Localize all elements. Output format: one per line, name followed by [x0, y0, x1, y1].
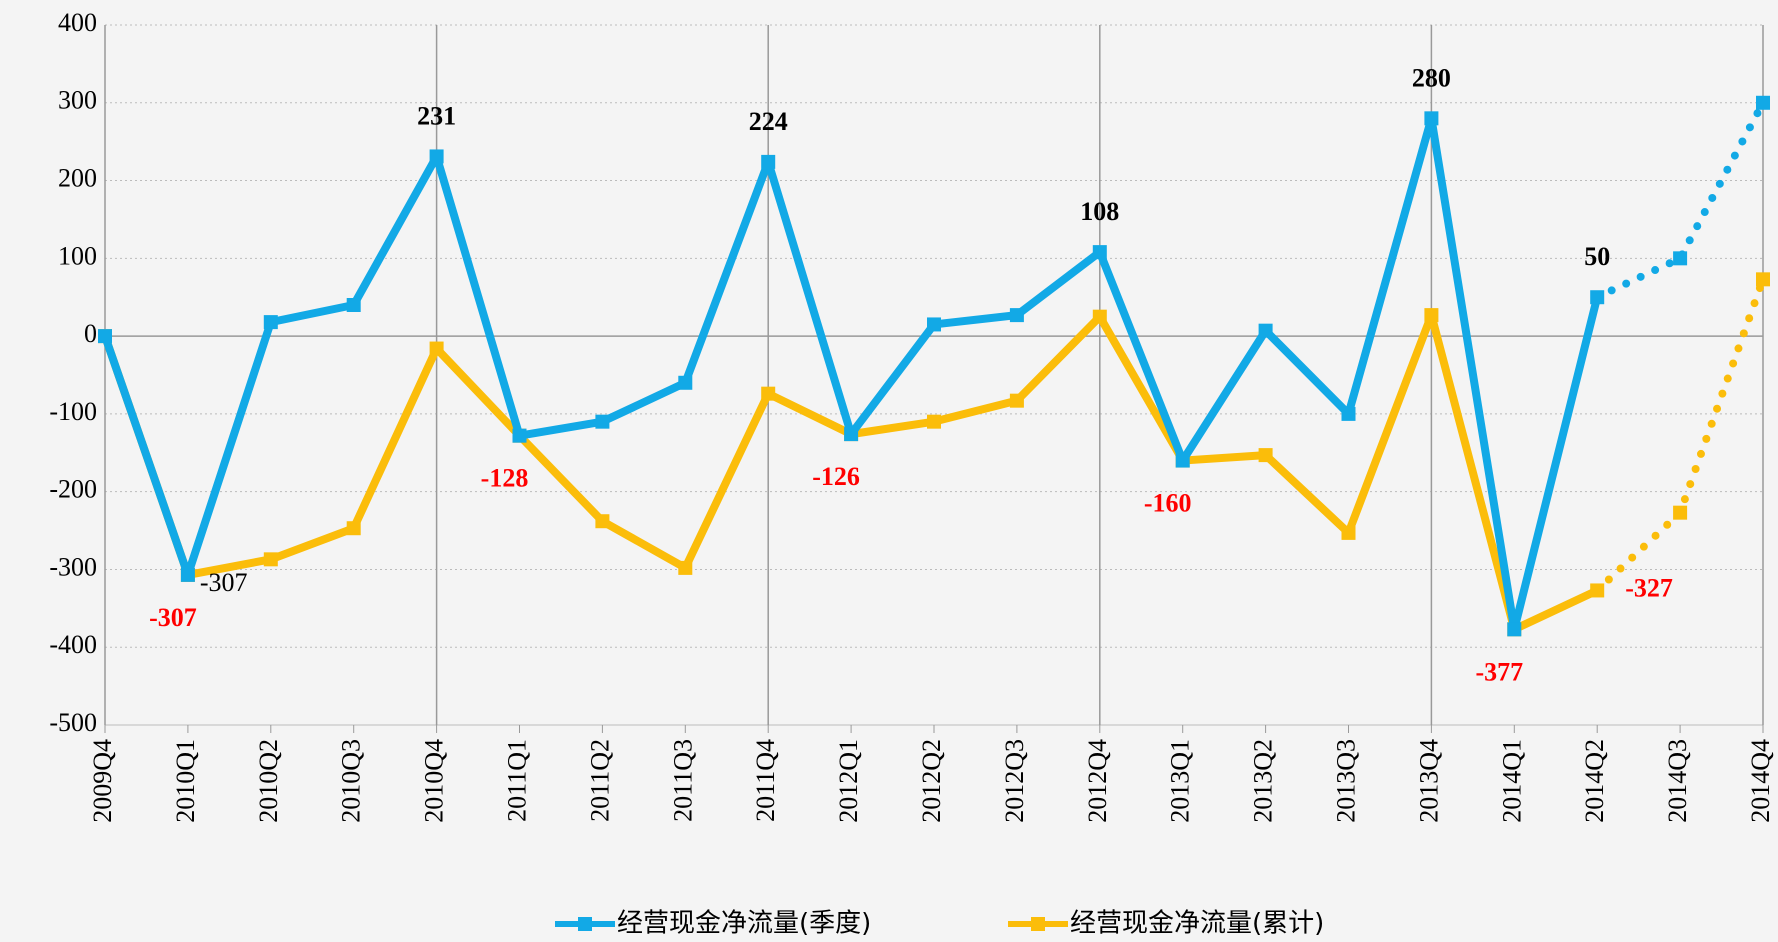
point-marker: [1590, 290, 1605, 305]
point-marker: [1507, 622, 1522, 637]
point-marker: [1424, 308, 1439, 323]
data-label: -126: [812, 462, 860, 491]
x-tick-label: 2014Q2: [1580, 739, 1609, 823]
x-tick-label: 2013Q1: [1166, 739, 1195, 823]
point-marker: [1424, 111, 1439, 126]
x-tick-label: 2013Q2: [1249, 739, 1278, 823]
legend-label: 经营现金净流量(累计): [1070, 909, 1324, 939]
point-marker: [1756, 272, 1770, 287]
point-marker: [263, 552, 278, 567]
point-marker: [678, 560, 693, 575]
y-tick-label: 100: [58, 241, 97, 270]
legend-label: 经营现金净流量(季度): [617, 909, 871, 939]
data-label: -377: [1475, 657, 1523, 686]
data-label: -160: [1144, 489, 1192, 518]
x-tick-label: 2010Q2: [254, 739, 283, 823]
point-marker: [512, 428, 527, 443]
data-label: 224: [749, 107, 788, 136]
x-tick-label: 2010Q3: [337, 739, 366, 823]
x-tick-label: 2012Q4: [1083, 739, 1112, 823]
y-tick-label: -200: [49, 475, 97, 504]
x-tick-label: 2012Q3: [1000, 739, 1029, 823]
point-marker: [1590, 583, 1605, 598]
point-marker: [927, 317, 941, 332]
point-marker: [1341, 525, 1356, 540]
series-line-forecast: [1593, 98, 1767, 302]
point-marker: [429, 341, 444, 356]
point-marker: [346, 298, 361, 312]
y-tick-label: -100: [49, 397, 97, 426]
point-marker: [1341, 406, 1356, 421]
x-tick-label: 2010Q1: [171, 739, 200, 823]
x-tick-label: 2012Q2: [917, 739, 946, 823]
x-tick-label: 2012Q1: [834, 739, 863, 823]
data-label: 108: [1080, 197, 1119, 226]
point-marker: [761, 154, 776, 169]
y-tick-label: 0: [84, 319, 97, 348]
point-marker: [595, 514, 610, 529]
y-tick-label: 300: [58, 86, 97, 115]
data-label: -307: [149, 603, 197, 632]
y-tick-label: -400: [49, 630, 97, 659]
point-marker: [761, 386, 776, 401]
point-marker: [263, 315, 278, 330]
point-marker: [595, 414, 610, 429]
point-marker: [1673, 251, 1688, 266]
point-marker: [1258, 448, 1273, 463]
x-tick-label: 2009Q4: [88, 739, 117, 823]
x-tick-label: 2014Q4: [1746, 739, 1775, 823]
point-marker: [429, 149, 444, 164]
x-tick-label: 2011Q4: [751, 739, 780, 822]
point-marker: [1009, 393, 1024, 408]
data-label: 231: [417, 101, 456, 130]
data-label: 50: [1584, 242, 1610, 271]
point-marker: [180, 567, 195, 582]
x-tick-label: 2013Q3: [1331, 739, 1360, 823]
point-marker: [1175, 453, 1190, 468]
point-marker: [1009, 308, 1024, 323]
point-marker: [98, 329, 112, 344]
y-tick-label: 200: [58, 164, 97, 193]
y-tick-label: -500: [49, 708, 97, 737]
x-tick-label: 2014Q1: [1497, 739, 1526, 823]
y-tick-label: -300: [49, 552, 97, 581]
x-tick-label: 2014Q3: [1663, 739, 1692, 823]
point-marker: [1673, 505, 1688, 520]
point-marker: [927, 414, 941, 429]
data-label: -327: [1625, 573, 1673, 602]
x-tick-label: 2011Q1: [502, 739, 531, 822]
data-label: -307: [200, 568, 248, 597]
point-marker: [1092, 309, 1107, 324]
point-marker: [678, 375, 693, 390]
x-tick-label: 2010Q4: [420, 739, 449, 823]
point-marker: [1756, 95, 1770, 110]
y-tick-label: 400: [58, 8, 97, 37]
legend-marker: [1031, 917, 1045, 931]
point-marker: [1092, 245, 1107, 260]
x-tick-label: 2011Q2: [585, 739, 614, 822]
point-marker: [844, 427, 859, 442]
point-marker: [1258, 323, 1273, 338]
data-label: 280: [1412, 63, 1451, 92]
x-tick-label: 2011Q3: [668, 739, 697, 822]
legend-marker: [578, 917, 592, 931]
point-marker: [346, 521, 361, 536]
data-label: -128: [481, 464, 529, 493]
x-tick-label: 2013Q4: [1414, 739, 1443, 823]
